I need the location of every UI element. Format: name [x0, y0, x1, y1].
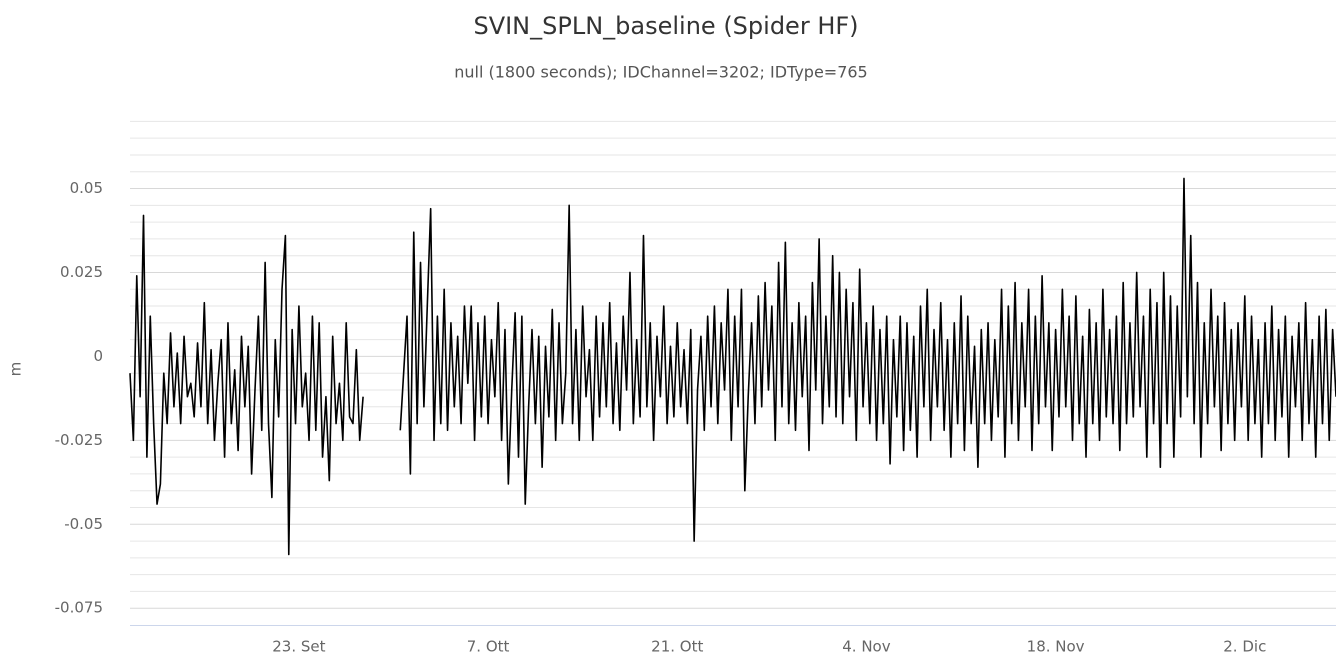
series-line — [399, 177, 1336, 542]
chart-title: SVIN_SPLN_baseline (Spider HF) — [473, 12, 858, 40]
x-tick-label: 21. Ott — [651, 638, 703, 656]
series-line — [129, 214, 364, 556]
x-tick-label: 2. Dic — [1223, 638, 1266, 656]
y-tick-label: 0.025 — [60, 263, 103, 281]
y-tick-label: 0 — [93, 347, 103, 365]
x-tick-label: 18. Nov — [1027, 638, 1085, 656]
y-tick-label: 0.05 — [70, 179, 103, 197]
y-tick-label: -0.05 — [64, 515, 103, 533]
y-tick-label: -0.025 — [55, 431, 103, 449]
y-tick-label: -0.075 — [55, 599, 103, 617]
x-tick-label: 23. Set — [272, 638, 325, 656]
chart-subtitle: null (1800 seconds); IDChannel=3202; IDT… — [454, 63, 867, 82]
y-axis-label: m — [7, 362, 25, 377]
x-tick-label: 7. Ott — [467, 638, 510, 656]
x-tick-label: 4. Nov — [842, 638, 890, 656]
